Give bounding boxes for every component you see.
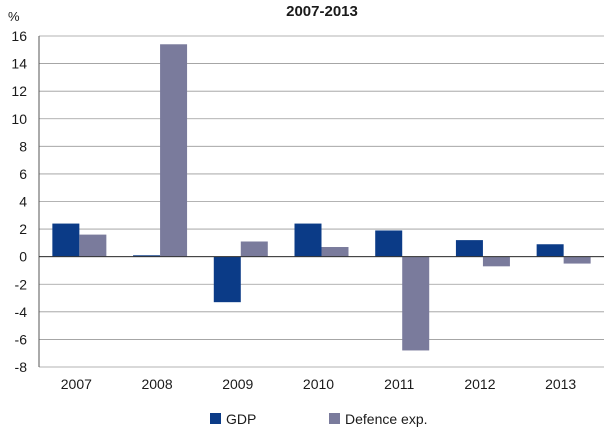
legend: GDP Defence exp.	[210, 411, 428, 427]
chart-title: 2007-2013	[286, 3, 358, 20]
gridlines	[39, 35, 604, 368]
legend-swatch	[329, 413, 340, 424]
bar-gdp-2011	[375, 230, 403, 257]
bar-gdp-2008	[133, 255, 161, 257]
bar-defence-exp-2007	[79, 234, 107, 257]
bars	[52, 44, 591, 351]
axes: -8 -6 -4 -2 0 2 4 6 8 10 12 14 16 2007 2008 2009 2010 201…	[11, 28, 604, 392]
y-tick-label: 16	[11, 28, 27, 44]
y-tick-label: 8	[19, 138, 27, 154]
x-tick-label: 2007	[61, 376, 92, 392]
y-tick-label: 0	[19, 249, 27, 265]
legend-label: GDP	[226, 411, 256, 427]
bar-defence-exp-2013	[563, 256, 591, 264]
y-tick-label: 2	[19, 221, 27, 237]
y-axis-unit-label: %	[8, 9, 20, 24]
y-tick-label: 10	[11, 111, 27, 127]
bar-defence-exp-2012	[482, 256, 510, 267]
y-tick-label: 6	[19, 166, 27, 182]
bar-gdp-2009	[213, 256, 241, 303]
y-tick-label: 4	[19, 194, 27, 210]
bar-gdp-2010	[294, 223, 322, 257]
legend-swatch	[210, 413, 221, 424]
x-tick-label: 2009	[222, 376, 253, 392]
bar-gdp-2013	[536, 244, 564, 257]
y-tick-label: -4	[15, 304, 28, 320]
bar-defence-exp-2011	[402, 256, 430, 351]
x-tick-label: 2010	[303, 376, 334, 392]
y-tick-label: 14	[11, 56, 27, 72]
x-tick-label: 2008	[141, 376, 172, 392]
bar-defence-exp-2009	[240, 241, 268, 257]
x-tick-label: 2011	[384, 376, 414, 392]
y-tick-label: -2	[15, 276, 28, 292]
bar-gdp-2012	[455, 240, 483, 257]
x-tick-label: 2013	[545, 376, 576, 392]
x-tick-label: 2012	[464, 376, 495, 392]
legend-label: Defence exp.	[345, 411, 428, 427]
bar-defence-exp-2008	[160, 44, 188, 257]
y-tick-label: -8	[15, 359, 28, 375]
bar-defence-exp-2010	[321, 247, 349, 257]
bar-gdp-2007	[52, 223, 80, 257]
y-tick-label: -6	[15, 331, 28, 347]
y-tick-label: 12	[11, 83, 27, 99]
